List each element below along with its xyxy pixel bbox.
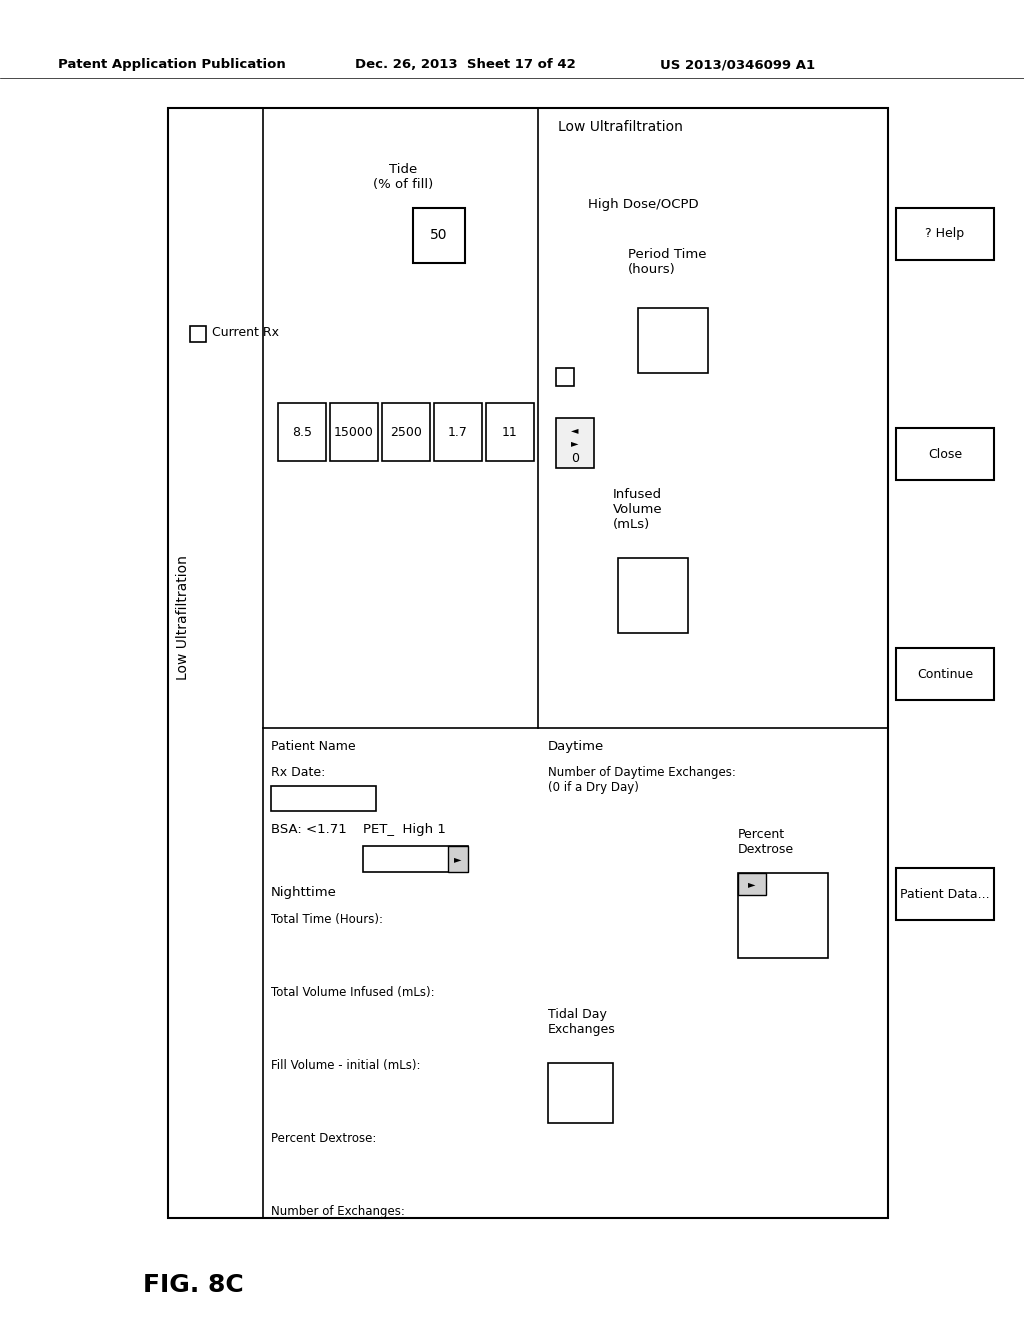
Text: 2500: 2500: [390, 425, 422, 438]
Text: Low Ultrafiltration: Low Ultrafiltration: [558, 120, 683, 135]
Text: Infused
Volume
(mLs): Infused Volume (mLs): [613, 488, 663, 531]
Text: FIG. 8C: FIG. 8C: [143, 1272, 244, 1298]
Bar: [638, 308, 708, 374]
Text: 1.7: 1.7: [449, 425, 468, 438]
Text: Rx Date:: Rx Date:: [271, 766, 326, 779]
Bar: [330, 403, 378, 461]
Bar: [618, 558, 688, 634]
Bar: [738, 873, 828, 958]
Bar: [434, 403, 482, 461]
Text: Daytime: Daytime: [548, 741, 604, 752]
Text: Number of Exchanges:: Number of Exchanges:: [271, 1205, 404, 1218]
Bar: [486, 403, 534, 461]
Text: Tidal Day
Exchanges: Tidal Day Exchanges: [548, 1008, 615, 1036]
Text: ►: ►: [571, 438, 579, 447]
Text: Low Ultrafiltration: Low Ultrafiltration: [176, 556, 190, 680]
Text: 15000: 15000: [334, 425, 374, 438]
Bar: [382, 403, 430, 461]
Text: Period Time
(hours): Period Time (hours): [628, 248, 707, 276]
Text: Patient Data...: Patient Data...: [900, 887, 990, 900]
Bar: [362, 846, 468, 873]
Bar: [896, 209, 994, 260]
Text: 50: 50: [430, 228, 447, 242]
Text: Continue: Continue: [916, 668, 973, 681]
Bar: [896, 428, 994, 480]
Text: Patient Name: Patient Name: [271, 741, 355, 752]
Text: 8.5: 8.5: [292, 425, 312, 438]
Text: Percent Dextrose:: Percent Dextrose:: [271, 1133, 377, 1144]
Bar: [896, 648, 994, 700]
Text: Fill Volume - initial (mLs):: Fill Volume - initial (mLs):: [271, 1059, 421, 1072]
Bar: [190, 326, 206, 342]
Bar: [556, 418, 594, 469]
Bar: [738, 873, 766, 895]
Text: 0: 0: [571, 451, 579, 465]
Text: Patent Application Publication: Patent Application Publication: [58, 58, 286, 71]
Bar: [271, 785, 376, 810]
Text: ►: ►: [455, 854, 462, 865]
Bar: [896, 869, 994, 920]
Text: BSA: <1.71: BSA: <1.71: [271, 822, 347, 836]
Text: 11: 11: [502, 425, 518, 438]
Text: US 2013/0346099 A1: US 2013/0346099 A1: [660, 58, 815, 71]
Text: Percent
Dextrose: Percent Dextrose: [738, 828, 795, 855]
Text: PET_  High 1: PET_ High 1: [362, 822, 445, 836]
Text: ? Help: ? Help: [926, 227, 965, 240]
Text: Total Time (Hours):: Total Time (Hours):: [271, 913, 383, 927]
Text: Close: Close: [928, 447, 963, 461]
Text: Tide
(% of fill): Tide (% of fill): [373, 162, 433, 191]
Text: High Dose/OCPD: High Dose/OCPD: [588, 198, 698, 211]
Text: Nighttime: Nighttime: [271, 886, 337, 899]
Bar: [548, 1063, 613, 1123]
Bar: [449, 846, 468, 873]
Text: Current Rx: Current Rx: [212, 326, 279, 339]
Text: Number of Daytime Exchanges:
(0 if a Dry Day): Number of Daytime Exchanges: (0 if a Dry…: [548, 766, 736, 795]
Text: Total Volume Infused (mLs):: Total Volume Infused (mLs):: [271, 986, 434, 999]
Text: Dec. 26, 2013  Sheet 17 of 42: Dec. 26, 2013 Sheet 17 of 42: [355, 58, 575, 71]
Bar: [556, 368, 574, 385]
Text: ◄: ◄: [571, 425, 579, 436]
Bar: [278, 403, 326, 461]
Bar: [413, 209, 465, 263]
Text: ►: ►: [749, 879, 756, 888]
Bar: [168, 108, 888, 1218]
